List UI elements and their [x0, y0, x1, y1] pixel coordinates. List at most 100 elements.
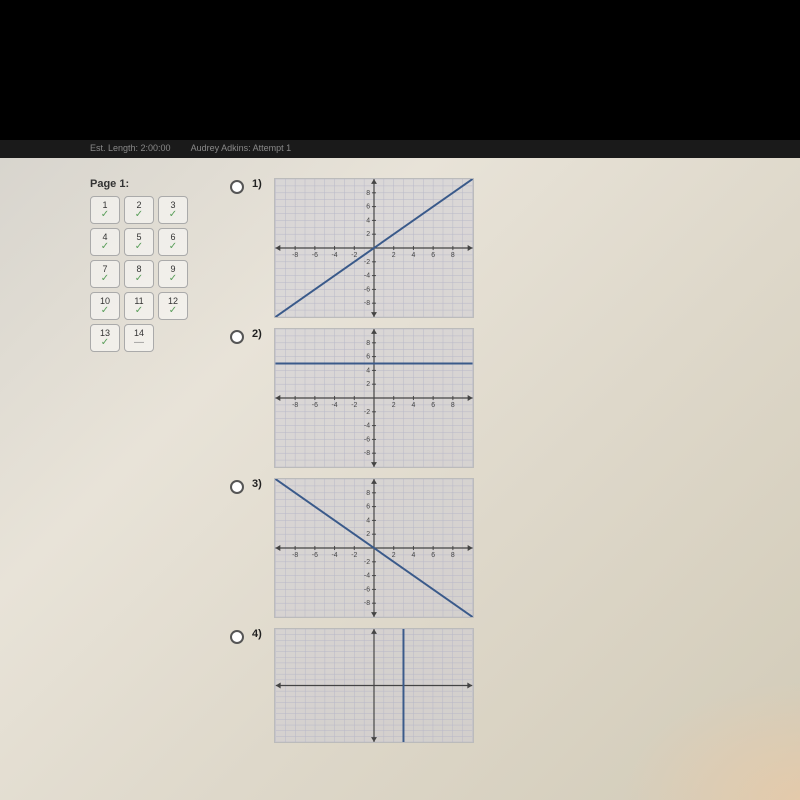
check-icon: ✓: [135, 242, 143, 252]
check-icon: ✓: [101, 242, 109, 252]
svg-text:6: 6: [431, 252, 435, 259]
content-area: Page 1: 1✓2✓3✓4✓5✓6✓7✓8✓9✓10✓11✓12✓13✓14…: [0, 158, 800, 800]
svg-text:-8: -8: [364, 450, 370, 457]
check-icon: ✓: [135, 210, 143, 220]
svg-text:-4: -4: [364, 573, 370, 580]
check-icon: ✓: [101, 338, 109, 348]
option-row-3: 3) -8 -6 -4 -2 2 4 6 8 -8 -6 -4 -2 2 4 6 8: [230, 478, 710, 618]
svg-text:-2: -2: [364, 559, 370, 566]
svg-text:2: 2: [366, 531, 370, 538]
nav-item-2[interactable]: 2✓: [124, 196, 154, 224]
radio-option-4[interactable]: [230, 630, 244, 644]
nav-item-5[interactable]: 5✓: [124, 228, 154, 256]
nav-item-11[interactable]: 11✓: [124, 292, 154, 320]
option-label: 1): [252, 178, 266, 318]
svg-text:-2: -2: [351, 552, 357, 559]
check-icon: ✓: [169, 306, 177, 316]
check-icon: ✓: [101, 210, 109, 220]
svg-text:-8: -8: [292, 552, 298, 559]
svg-text:2: 2: [366, 231, 370, 238]
svg-text:-2: -2: [351, 402, 357, 409]
svg-text:2: 2: [366, 381, 370, 388]
svg-text:-6: -6: [312, 252, 318, 259]
nav-item-8[interactable]: 8✓: [124, 260, 154, 288]
svg-text:-4: -4: [364, 423, 370, 430]
svg-text:-2: -2: [351, 252, 357, 259]
option-row-2: 2) -8 -6 -4 -2 2 4 6 8 -8 -6 -4 -2 2 4 6 8: [230, 328, 710, 468]
svg-text:6: 6: [431, 402, 435, 409]
radio-option-1[interactable]: [230, 180, 244, 194]
check-icon: ✓: [101, 306, 109, 316]
time-info: Est. Length: 2:00:00: [90, 143, 171, 155]
svg-text:4: 4: [366, 367, 370, 374]
attempt-info: Audrey Adkins: Attempt 1: [191, 143, 292, 155]
svg-text:4: 4: [412, 402, 416, 409]
nav-item-7[interactable]: 7✓: [90, 260, 120, 288]
svg-text:6: 6: [366, 504, 370, 511]
svg-text:4: 4: [412, 552, 416, 559]
svg-text:-4: -4: [332, 252, 338, 259]
svg-text:8: 8: [366, 190, 370, 197]
svg-text:8: 8: [451, 552, 455, 559]
check-icon: ✓: [169, 210, 177, 220]
svg-text:-6: -6: [364, 586, 370, 593]
graph-2: -8 -6 -4 -2 2 4 6 8 -8 -6 -4 -2 2 4 6 8: [274, 328, 474, 468]
svg-text:2: 2: [392, 402, 396, 409]
info-bar: Est. Length: 2:00:00 Audrey Adkins: Atte…: [0, 140, 800, 158]
option-row-1: 1) -8 -6 -4 -2 2 4 6 8 -8 -6 -4 -2 2 4 6 8: [230, 178, 710, 318]
nav-item-1[interactable]: 1✓: [90, 196, 120, 224]
svg-text:-4: -4: [332, 402, 338, 409]
graph-3: -8 -6 -4 -2 2 4 6 8 -8 -6 -4 -2 2 4 6 8: [274, 478, 474, 618]
svg-text:2: 2: [392, 552, 396, 559]
check-icon: ✓: [135, 274, 143, 284]
option-label: 3): [252, 478, 266, 618]
nav-panel: Page 1: 1✓2✓3✓ 4✓5✓6✓ 7✓8✓9✓ 10✓11✓12✓ 13✓14…: [90, 178, 200, 780]
svg-text:8: 8: [451, 402, 455, 409]
svg-text:-6: -6: [364, 436, 370, 443]
svg-text:-8: -8: [364, 300, 370, 307]
svg-text:-8: -8: [292, 402, 298, 409]
nav-item-13[interactable]: 13✓: [90, 324, 120, 352]
svg-text:-4: -4: [332, 552, 338, 559]
check-icon: ✓: [169, 242, 177, 252]
check-icon: ✓: [101, 274, 109, 284]
svg-text:4: 4: [366, 517, 370, 524]
svg-text:-4: -4: [364, 273, 370, 280]
svg-text:-2: -2: [364, 259, 370, 266]
svg-text:4: 4: [366, 217, 370, 224]
svg-text:8: 8: [451, 252, 455, 259]
top-blackbar: [0, 0, 800, 140]
option-label: 2): [252, 328, 266, 468]
svg-text:8: 8: [366, 340, 370, 347]
question-options: 1) -8 -6 -4 -2 2 4 6 8 -8 -6 -4 -2 2 4 6 8 2) -8 -6 -4 -2 2 4 6 8…: [230, 178, 710, 780]
svg-text:6: 6: [366, 204, 370, 211]
svg-text:-2: -2: [364, 409, 370, 416]
check-icon: ✓: [169, 274, 177, 284]
svg-text:6: 6: [366, 354, 370, 361]
svg-text:2: 2: [392, 252, 396, 259]
svg-text:-6: -6: [312, 402, 318, 409]
svg-text:6: 6: [431, 552, 435, 559]
nav-item-12[interactable]: 12✓: [158, 292, 188, 320]
nav-grid: 1✓2✓3✓ 4✓5✓6✓ 7✓8✓9✓ 10✓11✓12✓ 13✓14—: [90, 196, 200, 352]
nav-item-4[interactable]: 4✓: [90, 228, 120, 256]
nav-item-6[interactable]: 6✓: [158, 228, 188, 256]
nav-item-9[interactable]: 9✓: [158, 260, 188, 288]
svg-text:-6: -6: [312, 552, 318, 559]
svg-text:-8: -8: [364, 600, 370, 607]
option-row-4: 4): [230, 628, 710, 743]
check-icon: ✓: [135, 306, 143, 316]
svg-text:8: 8: [366, 490, 370, 497]
graph-1: -8 -6 -4 -2 2 4 6 8 -8 -6 -4 -2 2 4 6 8: [274, 178, 474, 318]
nav-item-14[interactable]: 14—: [124, 324, 154, 352]
graph-4: [274, 628, 474, 743]
option-label: 4): [252, 628, 266, 743]
radio-option-2[interactable]: [230, 330, 244, 344]
svg-text:-8: -8: [292, 252, 298, 259]
page-label: Page 1:: [90, 178, 200, 190]
radio-option-3[interactable]: [230, 480, 244, 494]
svg-text:4: 4: [412, 252, 416, 259]
svg-text:-6: -6: [364, 286, 370, 293]
nav-item-3[interactable]: 3✓: [158, 196, 188, 224]
nav-item-10[interactable]: 10✓: [90, 292, 120, 320]
